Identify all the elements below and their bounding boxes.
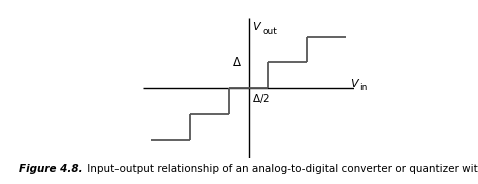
Text: $V$: $V$	[252, 20, 262, 33]
Text: Figure 4.8.: Figure 4.8.	[19, 164, 83, 174]
Text: $\Delta/2$: $\Delta/2$	[252, 92, 270, 105]
Text: $V$: $V$	[349, 77, 360, 89]
Text: in: in	[359, 83, 368, 91]
Text: out: out	[262, 27, 277, 36]
Text: $\Delta$: $\Delta$	[232, 56, 241, 69]
Text: Input–output relationship of an analog-to-digital converter or quantizer with re: Input–output relationship of an analog-t…	[84, 164, 478, 174]
